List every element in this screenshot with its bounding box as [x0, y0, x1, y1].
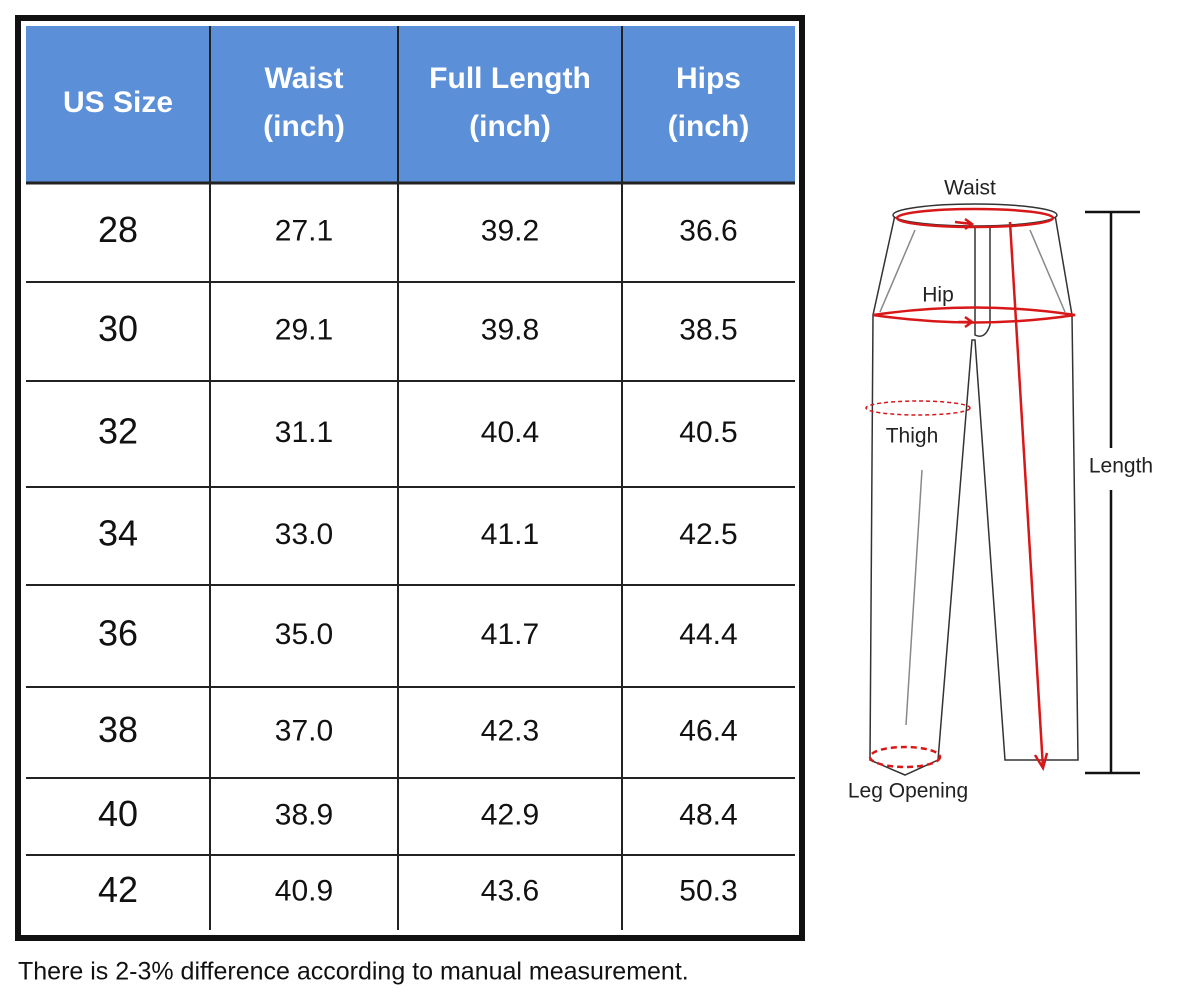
pants-outline — [869, 214, 1079, 776]
waistband — [892, 203, 1058, 227]
table-cell: 37.0 — [275, 714, 333, 747]
table-cell: 44.4 — [679, 618, 737, 651]
fly — [974, 222, 991, 337]
table-cell: 34 — [98, 513, 138, 554]
table-cell: 39.2 — [481, 214, 539, 247]
header-cell: Full Length — [429, 62, 591, 95]
header-cell: Waist — [265, 62, 344, 95]
note: There is 2-3% difference according to ma… — [18, 958, 689, 986]
table-cell: 36 — [98, 613, 138, 654]
pants-creases — [879, 229, 1066, 726]
table-cell: 50.3 — [679, 874, 737, 907]
table-cell: 30 — [98, 308, 138, 349]
table-cell: 42.5 — [679, 518, 737, 551]
table-cell: 46.4 — [679, 714, 737, 747]
header-cell: US Size — [63, 86, 173, 119]
leg-opening-mark — [868, 745, 942, 769]
table-header-bg — [26, 26, 795, 183]
table-cell: 42 — [98, 869, 138, 910]
table-cell: 42.3 — [481, 714, 539, 747]
arrows — [954, 217, 975, 329]
table-cell: 28 — [98, 209, 138, 250]
table-cell: 42.9 — [481, 798, 539, 831]
table-cell: 38.9 — [275, 798, 333, 831]
table-cell: 36.6 — [679, 214, 737, 247]
table-cell: 41.7 — [481, 618, 539, 651]
label: Leg Opening — [848, 780, 968, 803]
table-cell: 35.0 — [275, 618, 333, 651]
table-cell: 40.5 — [679, 416, 737, 449]
length-mark — [1008, 221, 1049, 772]
table-cell: 27.1 — [275, 214, 333, 247]
length-bar — [1085, 210, 1140, 775]
table-cell: 41.1 — [481, 518, 539, 551]
table-cell: 40 — [98, 793, 138, 834]
label: Length — [1089, 455, 1153, 478]
label: Hip — [922, 284, 954, 307]
header-cell: (inch) — [668, 110, 750, 143]
header-cell: (inch) — [469, 110, 551, 143]
header-cell: (inch) — [263, 110, 345, 143]
label: Waist — [944, 177, 996, 200]
table-cell: 40.4 — [481, 416, 539, 449]
table: US Size Waist (inch) Full Length (inch) Hips (… — [26, 26, 795, 930]
label: Thigh — [886, 425, 939, 448]
table-cell: 29.1 — [275, 313, 333, 346]
header-cell: Hips — [676, 62, 741, 95]
thigh-mark — [865, 400, 971, 416]
table-cell: 32 — [98, 411, 138, 452]
table-cell: 43.6 — [481, 874, 539, 907]
table-cell: 31.1 — [275, 416, 333, 449]
table-cell: 40.9 — [275, 874, 333, 907]
waist-mark — [895, 207, 1055, 229]
hip-mark — [872, 306, 1076, 324]
table-cell: 38 — [98, 709, 138, 750]
table-cell: 48.4 — [679, 798, 737, 831]
pants-diagram — [869, 203, 1079, 776]
table-cell: 33.0 — [275, 518, 333, 551]
measure-marks — [865, 207, 1076, 772]
table-cell: 38.5 — [679, 313, 737, 346]
table-cell: 39.8 — [481, 313, 539, 346]
